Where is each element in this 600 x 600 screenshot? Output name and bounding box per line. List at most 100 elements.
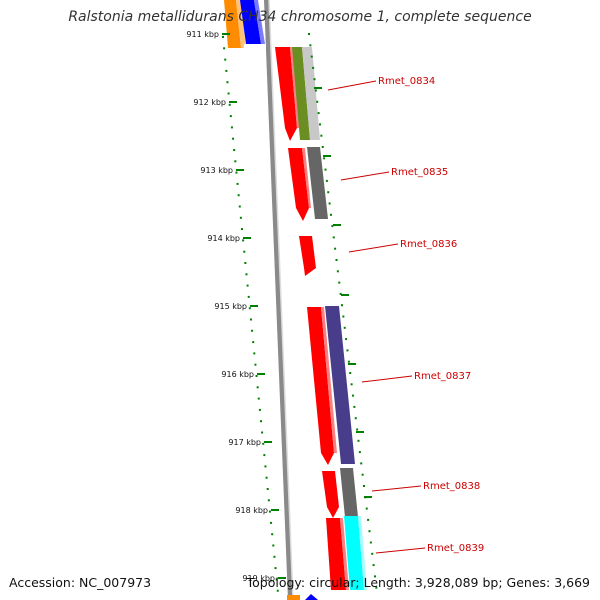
chart-title: Ralstonia metallidurans CH34 chromosome …: [68, 9, 532, 25]
position-dot: [339, 292, 342, 295]
position-dot: [338, 281, 341, 284]
position-dot: [242, 239, 245, 242]
position-dot: [328, 202, 331, 205]
position-dot: [340, 304, 343, 307]
position-dot: [258, 408, 261, 411]
position-dot: [372, 564, 375, 567]
position-dot: [362, 485, 365, 487]
position-dot: [263, 454, 266, 457]
position-dot: [238, 205, 241, 208]
gene-leader-line: [361, 375, 413, 383]
position-dot: [312, 66, 315, 69]
position-dot: [237, 194, 240, 197]
feature-orange-bottom[interactable]: [287, 595, 300, 600]
position-dot: [365, 507, 368, 510]
position-dot: [243, 250, 246, 253]
position-dot: [268, 510, 271, 513]
gene-leader-line: [375, 547, 426, 554]
kbp-ticks: 911 kbp 912 kbp 913 kbp 914 kbp 915 kbp 916 k…: [186, 30, 372, 583]
position-dot: [230, 126, 233, 129]
position-dot: [321, 146, 324, 148]
cds-rmet-0838[interactable]: [322, 471, 339, 518]
position-dot: [349, 372, 352, 374]
feature-blue-bottom[interactable]: [305, 594, 318, 600]
position-dot: [225, 69, 228, 72]
position-dot: [241, 228, 244, 231]
position-dot: [226, 81, 229, 84]
position-dot: [270, 521, 273, 524]
position-dot: [272, 544, 275, 547]
position-dots-right: [308, 33, 378, 589]
position-dot: [275, 578, 278, 581]
position-dot: [265, 476, 268, 479]
gene-leader-line: [340, 171, 390, 181]
position-dot: [324, 168, 327, 171]
topology-summary-text: Topology: circular; Length: 3,928,089 bp…: [246, 575, 590, 590]
position-dot: [256, 386, 259, 389]
kbp-tick-label: 916 kbp: [221, 370, 254, 379]
position-dots-left: [222, 36, 279, 592]
position-dot: [343, 326, 346, 329]
position-dot: [222, 36, 224, 38]
position-dot: [316, 100, 319, 103]
cds-rmet-0839[interactable]: [326, 518, 349, 590]
position-dot: [245, 273, 248, 276]
kbp-tick-label: 918 kbp: [235, 506, 268, 515]
position-dot: [313, 78, 316, 81]
gene-rmet-0838-gray[interactable]: [340, 468, 358, 517]
position-dot: [247, 295, 250, 298]
position-dot: [318, 123, 321, 126]
gene-rmet-0834-gray[interactable]: [302, 47, 320, 140]
position-dot: [336, 270, 339, 273]
gene-label-rmet-0839[interactable]: Rmet_0839: [427, 543, 484, 554]
gene-leader-line: [348, 243, 399, 253]
position-dot: [354, 417, 357, 420]
position-dot: [320, 134, 323, 137]
cds-rmet-0837[interactable]: [307, 307, 337, 465]
gene-rmet-0839-cyan[interactable]: [344, 516, 367, 590]
position-dot: [353, 405, 356, 408]
gene-rmet-0837-slateblue[interactable]: [325, 306, 355, 464]
kbp-tick-label: 912 kbp: [193, 98, 226, 107]
position-dot: [227, 92, 230, 95]
kbp-tick-label: 914 kbp: [207, 234, 240, 243]
position-dot: [248, 307, 251, 310]
gene-rmet-0834-olive[interactable]: [292, 47, 310, 140]
position-dot: [346, 349, 349, 352]
gene-label-rmet-0836[interactable]: Rmet_0836: [400, 239, 457, 250]
position-dot: [229, 115, 232, 118]
position-dot: [244, 262, 247, 264]
gene-label-rmet-0838[interactable]: Rmet_0838: [423, 481, 480, 492]
position-dot: [325, 179, 328, 182]
position-dot: [274, 567, 277, 570]
position-dot: [314, 89, 317, 92]
position-dot: [261, 431, 264, 434]
position-dot: [233, 149, 236, 151]
position-dot: [273, 555, 276, 558]
position-dot: [351, 394, 354, 397]
position-dot: [342, 315, 345, 318]
kbp-tick-label: 919 kbp: [242, 574, 275, 583]
position-dot: [368, 530, 371, 533]
position-dot: [350, 383, 353, 386]
feature-orange-top[interactable]: [224, 0, 246, 48]
position-dot: [309, 44, 312, 47]
position-dot: [260, 420, 263, 423]
position-dot: [356, 428, 359, 431]
gene-label-rmet-0837[interactable]: Rmet_0837: [414, 371, 471, 382]
gene-label-rmet-0834[interactable]: Rmet_0834: [378, 76, 435, 87]
kbp-tick-label: 917 kbp: [228, 438, 261, 447]
position-dot: [308, 33, 310, 35]
position-dot: [358, 451, 361, 454]
backbone-highlight: [268, 0, 294, 600]
position-dot: [371, 552, 374, 555]
position-dot: [246, 284, 249, 287]
feature-blue-top[interactable]: [240, 0, 265, 44]
gene-leader-lines: Rmet_0834 Rmet_0835 Rmet_0836 Rmet_0837 Rmet…: [327, 76, 484, 554]
cds-rmet-0835[interactable]: [288, 148, 311, 221]
position-dot: [266, 488, 269, 490]
position-dot: [332, 236, 335, 239]
cds-rmet-0836[interactable]: [299, 236, 316, 276]
gene-rmet-0835-gray[interactable]: [307, 147, 328, 219]
gene-label-rmet-0835[interactable]: Rmet_0835: [391, 167, 448, 178]
